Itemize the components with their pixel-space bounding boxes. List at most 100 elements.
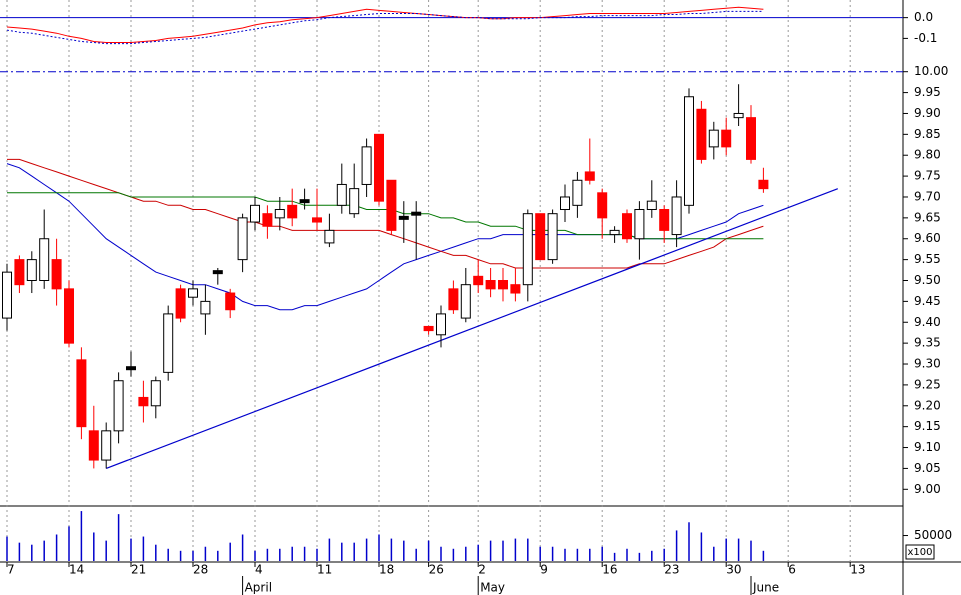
candle-body: [101, 430, 112, 461]
candle-body: [460, 284, 471, 319]
x-tick-label: 7: [7, 563, 15, 577]
candle-body: [684, 96, 694, 206]
candle-body: [473, 275, 484, 286]
x-tick-label: 4: [255, 563, 263, 577]
y-tick-label: 9.85: [914, 127, 941, 141]
candle-body: [721, 129, 732, 148]
x-tick-label: 28: [193, 563, 208, 577]
candle-body: [287, 204, 298, 219]
candle-body: [150, 380, 161, 407]
y-tick-label: 9.00: [914, 482, 941, 496]
candle-body: [64, 288, 74, 344]
candle-body: [696, 108, 707, 160]
candle-body: [361, 146, 372, 185]
y-tick-label: 9.25: [914, 377, 941, 391]
candle-body: [671, 196, 682, 236]
y-tick-label: 9.40: [914, 315, 941, 329]
candle-body: [584, 171, 595, 181]
candle-body: [237, 217, 248, 261]
y-tick-label: 9.95: [914, 85, 941, 99]
candle-body: [597, 192, 608, 219]
x-tick-label: 26: [429, 563, 444, 577]
candle-body: [163, 313, 174, 373]
candle-body: [39, 238, 50, 281]
candle-body: [2, 271, 12, 319]
candle-body: [76, 359, 87, 428]
candle-body: [448, 288, 459, 311]
candle-body: [312, 217, 322, 223]
month-label: April: [245, 581, 272, 595]
y-tick-label: -0.1: [914, 31, 937, 45]
candle-body: [758, 179, 769, 190]
y-tick-label: 0.0: [914, 10, 933, 24]
y-tick-label: 9.90: [914, 106, 941, 120]
volume-unit: x100: [907, 547, 932, 558]
y-tick-label: 9.35: [914, 336, 941, 350]
candle-body: [299, 199, 310, 204]
candle-body: [609, 229, 620, 236]
x-tick-label: 21: [131, 563, 146, 577]
y-tick-label: 9.50: [914, 273, 941, 287]
candle-body: [423, 325, 434, 332]
candle-body: [51, 259, 62, 290]
y-tick-label: 9.75: [914, 169, 941, 183]
y-tick-label: 9.70: [914, 189, 941, 203]
candle-body: [622, 213, 632, 240]
candle-body: [436, 313, 446, 336]
candle-body: [634, 209, 645, 240]
x-tick-label: 11: [317, 563, 332, 577]
candle-body: [274, 209, 285, 219]
candle-body: [411, 211, 422, 216]
candle-body: [498, 280, 508, 290]
month-label: June: [752, 581, 779, 595]
candle-body: [324, 229, 335, 244]
y-tick-label: 9.30: [914, 357, 941, 371]
candle-body: [560, 196, 570, 211]
candle-body: [113, 380, 124, 432]
candle-body: [572, 179, 583, 206]
y-tick-label: 9.80: [914, 148, 941, 162]
candle-body: [175, 288, 186, 319]
candle-body: [88, 430, 99, 461]
candle-body: [386, 179, 397, 231]
x-tick-label: 2: [478, 563, 486, 577]
candle-body: [212, 270, 223, 275]
y-tick-label: 9.60: [914, 231, 941, 245]
candle-body: [126, 366, 136, 371]
indicator-line: [6, 10, 764, 45]
candle-body: [374, 133, 384, 202]
x-tick-label: 6: [788, 563, 796, 577]
x-tick-label: 9: [540, 563, 548, 577]
candle-body: [349, 188, 360, 215]
candle-body: [522, 213, 533, 286]
x-tick-label: 13: [850, 563, 865, 577]
candle-body: [225, 292, 236, 311]
unit-box: [905, 544, 935, 560]
indicator-line: [6, 6, 764, 43]
candle-body: [14, 259, 25, 286]
candle-body: [188, 288, 198, 298]
x-tick-label: 23: [664, 563, 679, 577]
candle-body: [138, 396, 149, 407]
y-tick-label: 9.20: [914, 398, 941, 412]
candle-body: [659, 209, 670, 231]
candle-body: [510, 284, 521, 294]
candle-body: [746, 117, 756, 160]
trendline: [105, 188, 839, 469]
x-tick-label: 14: [69, 563, 84, 577]
y-tick-label: 50000: [914, 528, 952, 542]
x-tick-label: 16: [602, 563, 617, 577]
y-tick-label: 9.05: [914, 461, 941, 475]
candle-body: [646, 200, 657, 211]
y-tick-label: 9.15: [914, 419, 941, 433]
candle-body: [250, 204, 260, 223]
candle-body: [708, 129, 719, 148]
candle-body: [535, 213, 546, 261]
y-tick-label: 9.45: [914, 294, 941, 308]
candle-body: [485, 280, 496, 290]
y-tick-label: 9.10: [914, 440, 941, 454]
y-tick-label: 10.00: [914, 64, 948, 78]
candle-body: [26, 259, 37, 281]
